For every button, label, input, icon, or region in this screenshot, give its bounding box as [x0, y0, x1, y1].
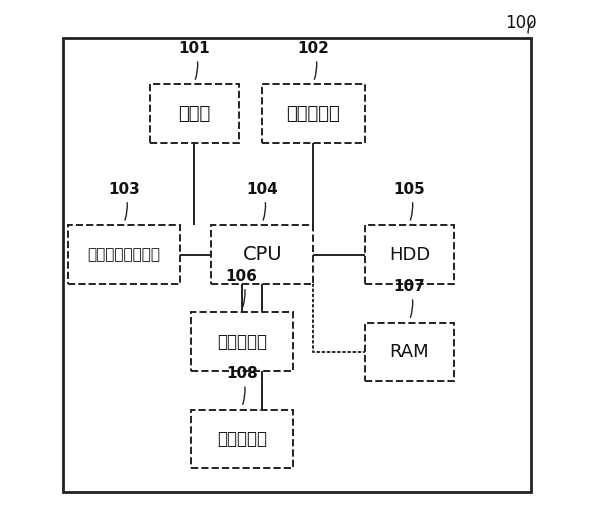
Bar: [190, 410, 293, 468]
Text: 107: 107: [394, 280, 426, 317]
Text: 102: 102: [297, 41, 329, 79]
Bar: [211, 225, 313, 284]
Bar: [190, 312, 293, 371]
Text: 画像処理部: 画像処理部: [217, 333, 267, 351]
Text: プリンタ部: プリンタ部: [217, 430, 267, 448]
Bar: [67, 225, 180, 284]
Text: 105: 105: [394, 182, 426, 220]
Bar: [365, 323, 454, 381]
Text: 106: 106: [226, 269, 258, 307]
Text: カセット部: カセット部: [287, 105, 340, 123]
Bar: [63, 38, 531, 492]
Text: 操作部: 操作部: [178, 105, 210, 123]
Text: 100: 100: [505, 14, 537, 32]
Text: インタフェース部: インタフェース部: [87, 247, 161, 262]
Bar: [262, 84, 365, 143]
Bar: [150, 84, 239, 143]
Text: HDD: HDD: [389, 246, 430, 264]
Text: 104: 104: [246, 182, 278, 220]
Text: 101: 101: [178, 41, 210, 79]
Bar: [365, 225, 454, 284]
Text: CPU: CPU: [242, 245, 282, 264]
Text: RAM: RAM: [389, 343, 429, 361]
Text: 103: 103: [108, 182, 140, 220]
Text: 108: 108: [226, 367, 258, 404]
